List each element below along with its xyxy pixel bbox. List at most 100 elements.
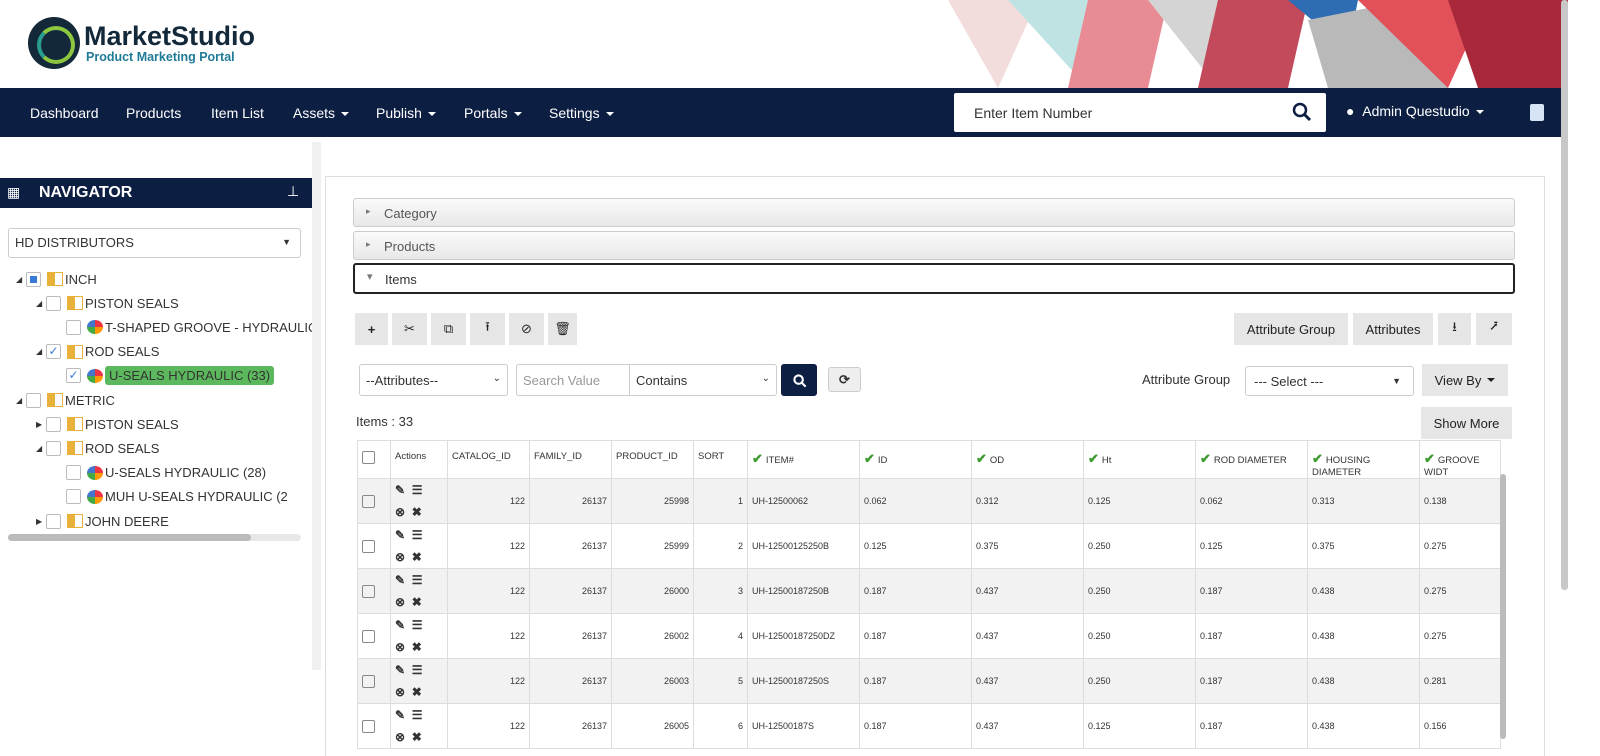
row-checkbox[interactable]: [357, 523, 391, 569]
tree-checkbox[interactable]: [46, 440, 61, 456]
disable-icon[interactable]: ⊗: [395, 505, 406, 519]
expand-toggle-icon[interactable]: ◢: [36, 347, 43, 357]
list-icon[interactable]: ☰: [411, 573, 423, 587]
disable-button[interactable]: ⊘: [509, 313, 544, 345]
delete-icon[interactable]: ✖: [411, 730, 422, 744]
copy-button[interactable]: ⧉: [431, 313, 466, 345]
row-checkbox[interactable]: [357, 478, 391, 524]
nav-assets[interactable]: Assets: [293, 105, 350, 121]
expand-toggle-icon[interactable]: ▶: [36, 419, 43, 429]
column-header[interactable]: CATALOG_ID: [447, 440, 530, 479]
expand-toggle-icon[interactable]: ◢: [16, 274, 23, 284]
edit-icon[interactable]: ✎: [395, 573, 406, 587]
refresh-button[interactable]: ⟳: [828, 367, 861, 392]
row-checkbox[interactable]: [357, 658, 391, 704]
column-header[interactable]: ✔ Ht: [1083, 440, 1196, 479]
disable-icon[interactable]: ⊗: [395, 640, 406, 654]
search-button[interactable]: [781, 364, 817, 396]
expand-toggle-icon[interactable]: ◢: [36, 298, 43, 308]
column-header[interactable]: ✔ HOUSING DIAMETER: [1307, 440, 1420, 479]
delete-icon[interactable]: ✖: [411, 595, 422, 609]
nav-products[interactable]: Products: [126, 105, 182, 121]
row-checkbox[interactable]: [357, 568, 391, 614]
tree-node[interactable]: T-SHAPED GROOVE - HYDRAULIC: [56, 316, 317, 338]
edit-icon[interactable]: ✎: [395, 528, 406, 542]
column-header[interactable]: ✔ ROD DIAMETER: [1195, 440, 1308, 479]
list-icon[interactable]: ☰: [411, 708, 423, 722]
column-header[interactable]: Actions: [390, 440, 448, 479]
attributes-select[interactable]: --Attributes-- ⌄: [359, 364, 508, 396]
expand-toggle-icon[interactable]: ◢: [36, 443, 43, 453]
item-number-search[interactable]: Enter Item Number: [954, 93, 1326, 132]
search-value-input[interactable]: Search Value: [516, 364, 630, 396]
accordion-products[interactable]: Products: [353, 231, 1515, 260]
table-row[interactable]: ✎ ☰ ⊗ ✖ 122 26137 26005 6 UH-12500187S 0.187 0.4…: [357, 703, 1501, 749]
tree-checkbox[interactable]: [66, 319, 81, 335]
table-row[interactable]: ✎ ☰ ⊗ ✖ 122 26137 26002 4 UH-12500187250DZ 0.18…: [357, 613, 1501, 659]
select-all-checkbox[interactable]: [357, 440, 391, 479]
list-icon[interactable]: ☰: [411, 618, 423, 632]
disable-icon[interactable]: ⊗: [395, 685, 406, 699]
catalog-select[interactable]: HD DISTRIBUTORS ▼: [8, 228, 301, 258]
delete-icon[interactable]: ✖: [411, 685, 422, 699]
column-header[interactable]: FAMILY_ID: [529, 440, 612, 479]
column-header[interactable]: ✔ ITEM#: [747, 440, 860, 479]
tree-checkbox[interactable]: [46, 295, 61, 311]
tree-node[interactable]: ◢ PISTON SEALS: [36, 292, 179, 314]
table-row[interactable]: ✎ ☰ ⊗ ✖ 122 26137 25998 1 UH-12500062 0.062 0.31…: [357, 478, 1501, 524]
column-header[interactable]: ✔ OD: [971, 440, 1084, 479]
page-scrollbar[interactable]: [1561, 0, 1568, 590]
tree-checkbox[interactable]: ✓: [66, 368, 81, 384]
accordion-items[interactable]: Items: [353, 263, 1515, 294]
operator-select[interactable]: Contains ⌄: [629, 364, 777, 396]
expand-toggle-icon[interactable]: ▶: [36, 516, 43, 526]
row-checkbox[interactable]: [357, 703, 391, 749]
tree-node[interactable]: ◢ ROD SEALS: [36, 437, 159, 459]
logo[interactable]: MarketStudio Product Marketing Portal: [28, 17, 255, 69]
tree-checkbox[interactable]: [66, 465, 81, 481]
tree-node[interactable]: ◢ INCH: [16, 268, 97, 290]
clipboard-icon[interactable]: [1530, 104, 1544, 121]
list-icon[interactable]: ☰: [411, 483, 423, 497]
tree-checkbox[interactable]: [26, 271, 41, 287]
column-header[interactable]: ✔ GROOVE WIDT: [1419, 440, 1501, 479]
expand-toggle-icon[interactable]: ◢: [16, 395, 23, 405]
grid-vertical-scrollbar[interactable]: [1500, 474, 1506, 739]
accordion-category[interactable]: Category: [353, 198, 1515, 227]
tree-checkbox[interactable]: [46, 416, 61, 432]
tree-node[interactable]: ◢ ✓ ROD SEALS: [36, 341, 159, 363]
edit-icon[interactable]: ✎: [395, 708, 406, 722]
panel-splitter[interactable]: [312, 142, 321, 670]
row-checkbox[interactable]: [357, 613, 391, 659]
user-menu[interactable]: ● Admin Questudio: [1346, 103, 1484, 119]
disable-icon[interactable]: ⊗: [395, 730, 406, 744]
tree-checkbox[interactable]: [26, 392, 41, 408]
tree-node[interactable]: U-SEALS HYDRAULIC (28): [56, 462, 266, 484]
pin-icon[interactable]: ⊥: [287, 183, 300, 199]
nav-settings[interactable]: Settings: [549, 105, 614, 121]
attributes-button[interactable]: Attributes: [1353, 313, 1433, 345]
edit-icon[interactable]: ✎: [395, 618, 406, 632]
tree-horizontal-scrollbar[interactable]: [8, 534, 301, 541]
tree-node[interactable]: ▶ JOHN DEERE: [36, 510, 169, 532]
column-header[interactable]: SORT: [693, 440, 748, 479]
tree-checkbox[interactable]: [46, 513, 61, 529]
list-icon[interactable]: ☰: [411, 528, 423, 542]
attribute-group-button[interactable]: Attribute Group: [1234, 313, 1348, 345]
tree-node[interactable]: MUH U-SEALS HYDRAULIC (2: [56, 486, 288, 508]
delete-icon[interactable]: ✖: [411, 550, 422, 564]
column-header[interactable]: PRODUCT_ID: [611, 440, 694, 479]
view-by-button[interactable]: View By: [1422, 364, 1508, 396]
delete-icon[interactable]: ✖: [411, 640, 422, 654]
tree-node[interactable]: ◢ METRIC: [16, 389, 115, 411]
tree-node[interactable]: ▶ PISTON SEALS: [36, 413, 179, 435]
table-row[interactable]: ✎ ☰ ⊗ ✖ 122 26137 26000 3 UH-12500187250B 0.187…: [357, 568, 1501, 614]
disable-icon[interactable]: ⊗: [395, 550, 406, 564]
table-row[interactable]: ✎ ☰ ⊗ ✖ 122 26137 26003 5 UH-12500187250S 0.187…: [357, 658, 1501, 704]
column-header[interactable]: ✔ ID: [859, 440, 972, 479]
upload-button[interactable]: ⭱: [470, 313, 505, 345]
edit-icon[interactable]: ✎: [395, 663, 406, 677]
disable-icon[interactable]: ⊗: [395, 595, 406, 609]
edit-icon[interactable]: ✎: [395, 483, 406, 497]
table-row[interactable]: ✎ ☰ ⊗ ✖ 122 26137 25999 2 UH-12500125250B 0.125…: [357, 523, 1501, 569]
